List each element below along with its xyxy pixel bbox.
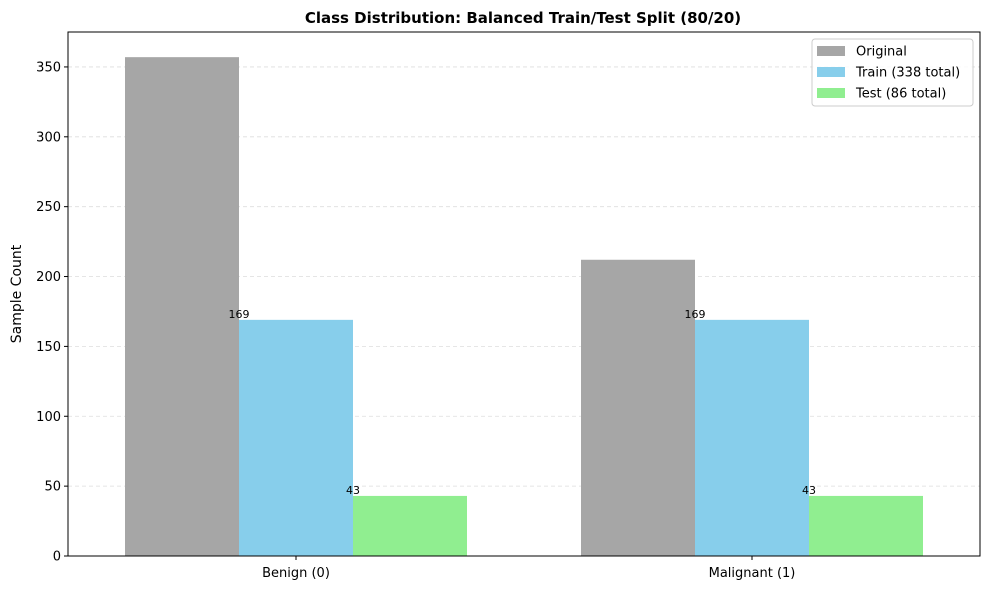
- legend-swatch: [817, 46, 845, 56]
- legend-frame: [811, 38, 974, 107]
- y-tick-label: 250: [36, 200, 61, 215]
- bar: [809, 495, 923, 556]
- bars: [125, 57, 923, 556]
- data-label: 43: [346, 484, 360, 497]
- legend-label: Train (338 total): [855, 66, 960, 81]
- x-axis: Benign (0) Malignant (1): [262, 556, 795, 581]
- y-tick-label: 300: [36, 130, 61, 145]
- legend-swatch: [817, 67, 845, 77]
- bar: [695, 319, 809, 556]
- y-tick-label: 350: [36, 60, 61, 75]
- legend-label: Test (86 total): [855, 87, 946, 102]
- x-tick-label: Malignant (1): [709, 566, 796, 581]
- data-label: 169: [229, 308, 250, 321]
- y-axis-label: Sample Count: [9, 244, 25, 343]
- plot-frame: [67, 31, 981, 557]
- chart-title: Class Distribution: Balanced Train/Test …: [305, 9, 741, 27]
- legend-swatch: [817, 88, 845, 98]
- bar: [353, 495, 467, 556]
- x-tick-label: Benign (0): [262, 566, 330, 581]
- data-label: 169: [685, 308, 706, 321]
- bar: [581, 259, 695, 556]
- legend-label: Original: [856, 45, 907, 60]
- y-tick-label: 0: [53, 550, 61, 565]
- y-tick-label: 50: [44, 480, 61, 495]
- data-labels: 169 169 43 43: [229, 308, 817, 497]
- bar: [125, 57, 239, 556]
- bar: [239, 319, 353, 556]
- y-tick-label: 200: [36, 270, 61, 285]
- y-tick-label: 100: [36, 410, 61, 425]
- y-axis: 0 50 100 150 200 250 300 350: [36, 60, 68, 565]
- data-label: 43: [802, 484, 816, 497]
- legend: Original Train (338 total) Test (86 total): [811, 38, 974, 107]
- y-tick-label: 150: [36, 340, 61, 355]
